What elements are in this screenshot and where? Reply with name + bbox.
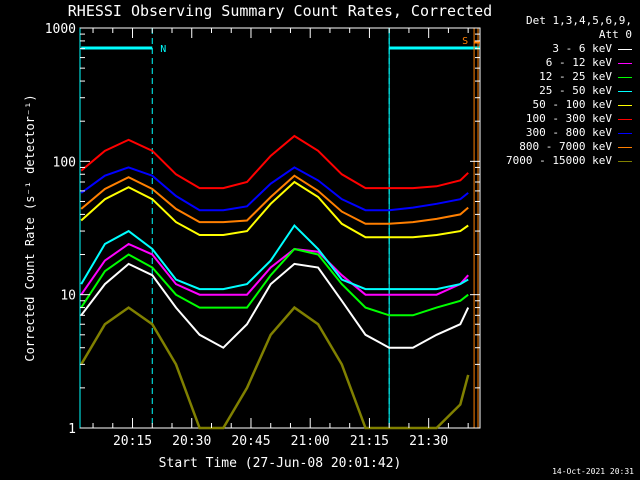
y-tick-label: 10 (60, 289, 76, 304)
legend-swatch (618, 76, 632, 78)
legend-swatch (618, 160, 632, 162)
series-line (80, 247, 469, 317)
legend-entry: 25 - 50 keV (506, 84, 632, 98)
series-line (80, 166, 469, 212)
legend-entry: 7000 - 15000 keV (506, 154, 632, 168)
legend-swatch (618, 90, 632, 92)
legend: Det 1,3,4,5,6,9, Att 0 3 - 6 keV 6 - 12 k… (506, 14, 632, 168)
series-line (80, 242, 469, 296)
legend-entry: 300 - 800 keV (506, 126, 632, 140)
legend-entry-label: 300 - 800 keV (525, 126, 612, 139)
legend-entry: 50 - 100 keV (506, 98, 632, 112)
legend-entry: 12 - 25 keV (506, 70, 632, 84)
legend-swatch (618, 104, 632, 106)
legend-entry: 800 - 7000 keV (506, 140, 632, 154)
y-tick-label: 1000 (45, 22, 76, 37)
x-tick-label: 21:30 (409, 434, 448, 449)
legend-entry-label: 50 - 100 keV (532, 98, 612, 111)
series-line (80, 223, 469, 291)
series-layer (80, 134, 470, 430)
legend-entry-label: 100 - 300 keV (525, 112, 612, 125)
legend-entry-label: 6 - 12 keV (545, 56, 612, 69)
plot-frame (79, 27, 481, 429)
y-tick-label: 1 (68, 422, 76, 437)
annotation-layer: NS (79, 28, 480, 428)
series-line (80, 305, 470, 430)
series-line (80, 134, 469, 190)
legend-header-line-1: Det 1,3,4,5,6,9, (526, 14, 632, 27)
x-tick-label: 21:00 (291, 434, 330, 449)
legend-swatch (618, 62, 632, 64)
legend-entry-label: 800 - 7000 keV (519, 140, 612, 153)
legend-swatch (618, 132, 632, 134)
date-stamp: 14-Oct-2021 20:31 (552, 467, 634, 476)
legend-entry: 100 - 300 keV (506, 112, 632, 126)
saa-label: S (462, 36, 468, 47)
legend-entry-label: 25 - 50 keV (539, 84, 612, 97)
axis-layer: 1 10 100 1000 20:15 20:30 20:45 21:00 21:15 21:30 (45, 22, 480, 449)
legend-entry-label: 3 - 6 keV (552, 42, 612, 55)
legend-swatch (618, 146, 632, 148)
night-label: N (160, 44, 166, 55)
x-tick-label: 20:15 (113, 434, 152, 449)
legend-swatch (618, 48, 632, 50)
x-tick-label: 21:15 (350, 434, 389, 449)
chart-title: RHESSI Observing Summary Count Rates, Co… (68, 2, 492, 20)
legend-entries: 3 - 6 keV 6 - 12 keV 12 - 25 keV 25 - 50 ke… (506, 42, 632, 168)
y-tick-label: 100 (53, 155, 76, 170)
legend-entry: 3 - 6 keV (506, 42, 632, 56)
x-axis-label: Start Time (27-Jun-08 20:01:42) (159, 456, 402, 471)
series-line (80, 180, 469, 239)
y-axis-label: Corrected Count Rate (s⁻¹ detector⁻¹) (23, 94, 37, 361)
legend-header-line-2: Att 0 (598, 28, 632, 41)
legend-entry-label: 12 - 25 keV (539, 70, 612, 83)
series-line (80, 174, 469, 225)
legend-swatch (618, 118, 632, 120)
legend-entry-label: 7000 - 15000 keV (506, 154, 612, 167)
legend-entry: 6 - 12 keV (506, 56, 632, 70)
x-tick-label: 20:45 (231, 434, 270, 449)
x-tick-label: 20:30 (172, 434, 211, 449)
series-line (80, 262, 470, 349)
